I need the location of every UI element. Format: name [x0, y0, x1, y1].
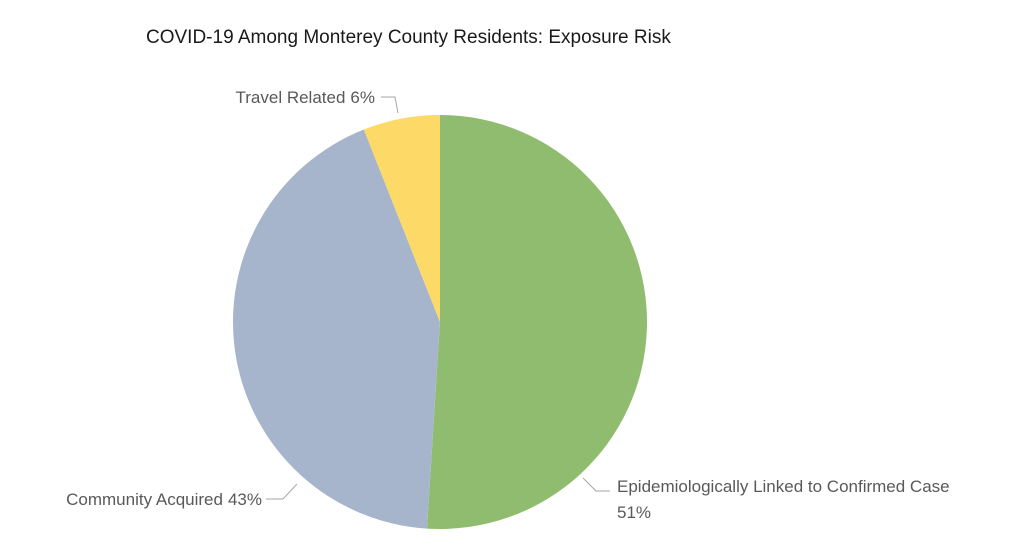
chart-title: COVID-19 Among Monterey County Residents…	[146, 27, 671, 48]
leader-line	[381, 96, 399, 114]
value-label: 51%	[617, 503, 651, 522]
data-label: Community Acquired 43%	[66, 490, 262, 509]
data-label: Travel Related 6%	[236, 88, 376, 107]
value-label: 6%	[350, 88, 375, 107]
leader-line	[266, 483, 298, 500]
pie-slice	[427, 115, 647, 529]
pie-slice	[363, 115, 440, 322]
category-label: Community Acquired	[66, 490, 223, 509]
data-label: Epidemiologically Linked to Confirmed Ca…	[617, 477, 950, 522]
pie-slice	[232, 129, 440, 529]
leader-line	[582, 477, 610, 492]
value-label: 43%	[228, 490, 262, 509]
category-label: Epidemiologically Linked to Confirmed Ca…	[617, 477, 950, 496]
category-label: Travel Related	[236, 88, 346, 107]
